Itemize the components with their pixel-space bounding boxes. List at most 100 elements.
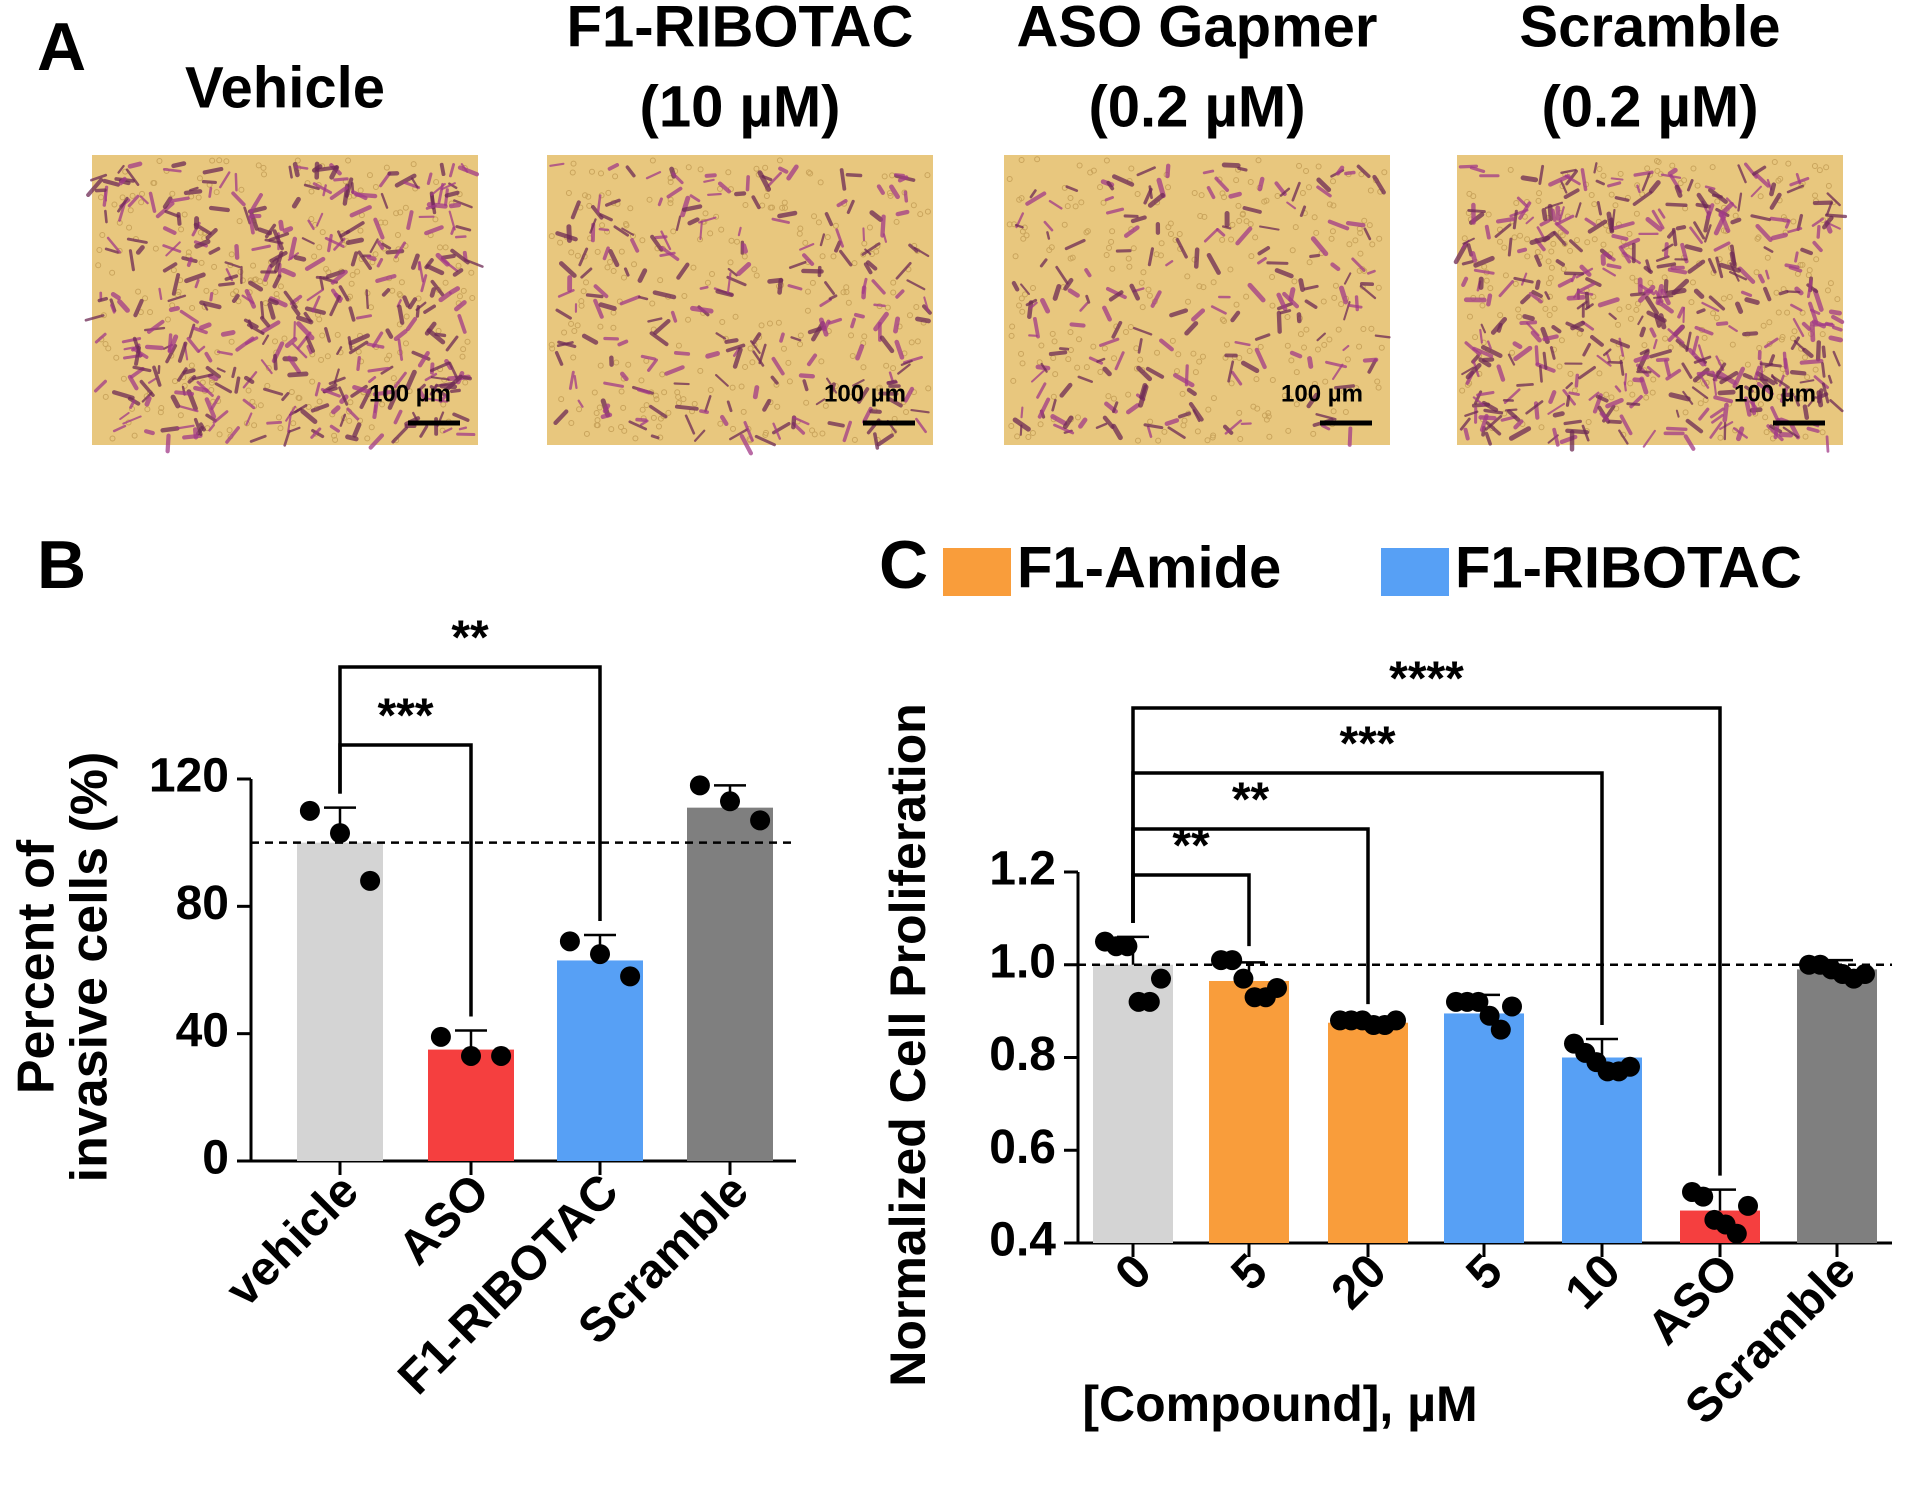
- cell-pore: [580, 288, 587, 295]
- stained-cell: [1799, 379, 1815, 384]
- stained-cell: [1544, 291, 1551, 300]
- cell-pore: [1789, 335, 1796, 342]
- stained-cell: [162, 226, 177, 235]
- stained-cell: [430, 182, 446, 196]
- stained-cell: [628, 420, 648, 431]
- stained-cell: [680, 195, 691, 218]
- cell-pore: [1247, 179, 1254, 186]
- cell-pore: [403, 313, 410, 320]
- image-caption: Vehicle: [185, 55, 385, 120]
- cell-pore: [1284, 313, 1291, 320]
- stained-cell: [417, 387, 427, 402]
- stained-cell: [1763, 286, 1772, 302]
- y-axis-label: Percent of: [8, 839, 66, 1094]
- cell-pore: [147, 309, 154, 316]
- stained-cell: [1169, 308, 1189, 318]
- stained-cell: [1671, 278, 1690, 296]
- cell-pore: [1516, 313, 1523, 320]
- cell-pore: [1591, 236, 1598, 243]
- stained-cell: [225, 426, 240, 444]
- stained-cell: [1651, 209, 1665, 230]
- stained-cell: [209, 292, 214, 302]
- cell-pore: [649, 157, 656, 164]
- stained-cell: [219, 171, 231, 189]
- stained-cell: [1612, 221, 1635, 230]
- stained-cell: [1784, 263, 1800, 270]
- cell-pore: [1328, 235, 1335, 242]
- cell-pore: [1816, 167, 1823, 174]
- cell-pore: [188, 362, 195, 369]
- cell-pore: [1296, 162, 1303, 169]
- cell-pore: [272, 338, 279, 345]
- stained-cell: [1737, 164, 1747, 184]
- cell-pore: [1083, 364, 1090, 371]
- stained-cell: [591, 205, 604, 220]
- stained-cell: [704, 173, 717, 178]
- cell-pore: [1019, 308, 1026, 315]
- stained-cell: [1496, 322, 1503, 333]
- cell-pore: [1310, 430, 1317, 437]
- cell-pore: [245, 387, 252, 394]
- cell-pore: [1266, 433, 1273, 440]
- stained-cell: [1712, 372, 1718, 382]
- stained-cell: [391, 426, 409, 444]
- cell-pore: [618, 423, 625, 430]
- stained-cell: [179, 309, 199, 324]
- cell-pore: [1466, 190, 1473, 197]
- stained-cell: [1769, 182, 1777, 197]
- cell-pore: [1061, 221, 1068, 228]
- stained-cell: [1159, 338, 1174, 352]
- stained-cell: [300, 408, 318, 424]
- cell-pore: [460, 287, 467, 294]
- stained-cell: [259, 300, 265, 319]
- stained-cell: [1832, 350, 1841, 367]
- cell-pore: [732, 313, 739, 320]
- stained-cell: [1689, 226, 1703, 244]
- stained-cell: [350, 251, 359, 267]
- cell-pore: [594, 248, 601, 255]
- cell-pore: [442, 279, 449, 286]
- stained-cell: [581, 333, 599, 345]
- stained-cell: [381, 288, 391, 297]
- stained-cell: [1643, 289, 1654, 294]
- stained-cell: [1464, 410, 1479, 417]
- stained-cell: [1479, 328, 1484, 344]
- cell-pore: [1289, 247, 1296, 254]
- stained-cell: [715, 332, 727, 340]
- stained-cell: [734, 191, 747, 197]
- cell-pore: [1682, 409, 1689, 416]
- stained-cell: [1652, 338, 1658, 350]
- stained-cell: [617, 339, 629, 347]
- stained-cell: [1125, 403, 1140, 415]
- cell-pore: [1811, 163, 1818, 170]
- stained-cell: [1663, 359, 1671, 377]
- stained-cell: [1513, 345, 1533, 362]
- stained-cell: [1145, 366, 1165, 379]
- stained-cell: [1104, 195, 1114, 202]
- stained-cell: [1730, 244, 1737, 268]
- cell-pore: [1331, 294, 1338, 301]
- stained-cell: [1570, 273, 1577, 283]
- stained-cell: [1222, 225, 1232, 230]
- cell-pore: [1128, 165, 1135, 172]
- panel-label: C: [879, 527, 928, 603]
- stained-cell: [1693, 355, 1712, 364]
- stained-cell: [372, 389, 395, 397]
- stained-cell: [589, 218, 597, 234]
- data-point: [299, 800, 320, 821]
- stained-cell: [1696, 192, 1709, 209]
- data-point: [1151, 968, 1171, 989]
- stained-cell: [117, 164, 125, 174]
- stained-cell: [1048, 199, 1063, 210]
- cell-pore: [1127, 324, 1134, 331]
- stained-cell: [1242, 206, 1262, 214]
- stained-cell: [106, 236, 122, 254]
- cell-pore: [585, 193, 592, 200]
- cell-pore: [598, 170, 605, 177]
- cell-pore: [1714, 198, 1721, 205]
- cell-pore: [1064, 203, 1071, 210]
- stained-cell: [328, 376, 346, 385]
- stained-cell: [329, 294, 341, 317]
- stained-cell: [1309, 253, 1321, 259]
- cell-pore: [1644, 165, 1651, 172]
